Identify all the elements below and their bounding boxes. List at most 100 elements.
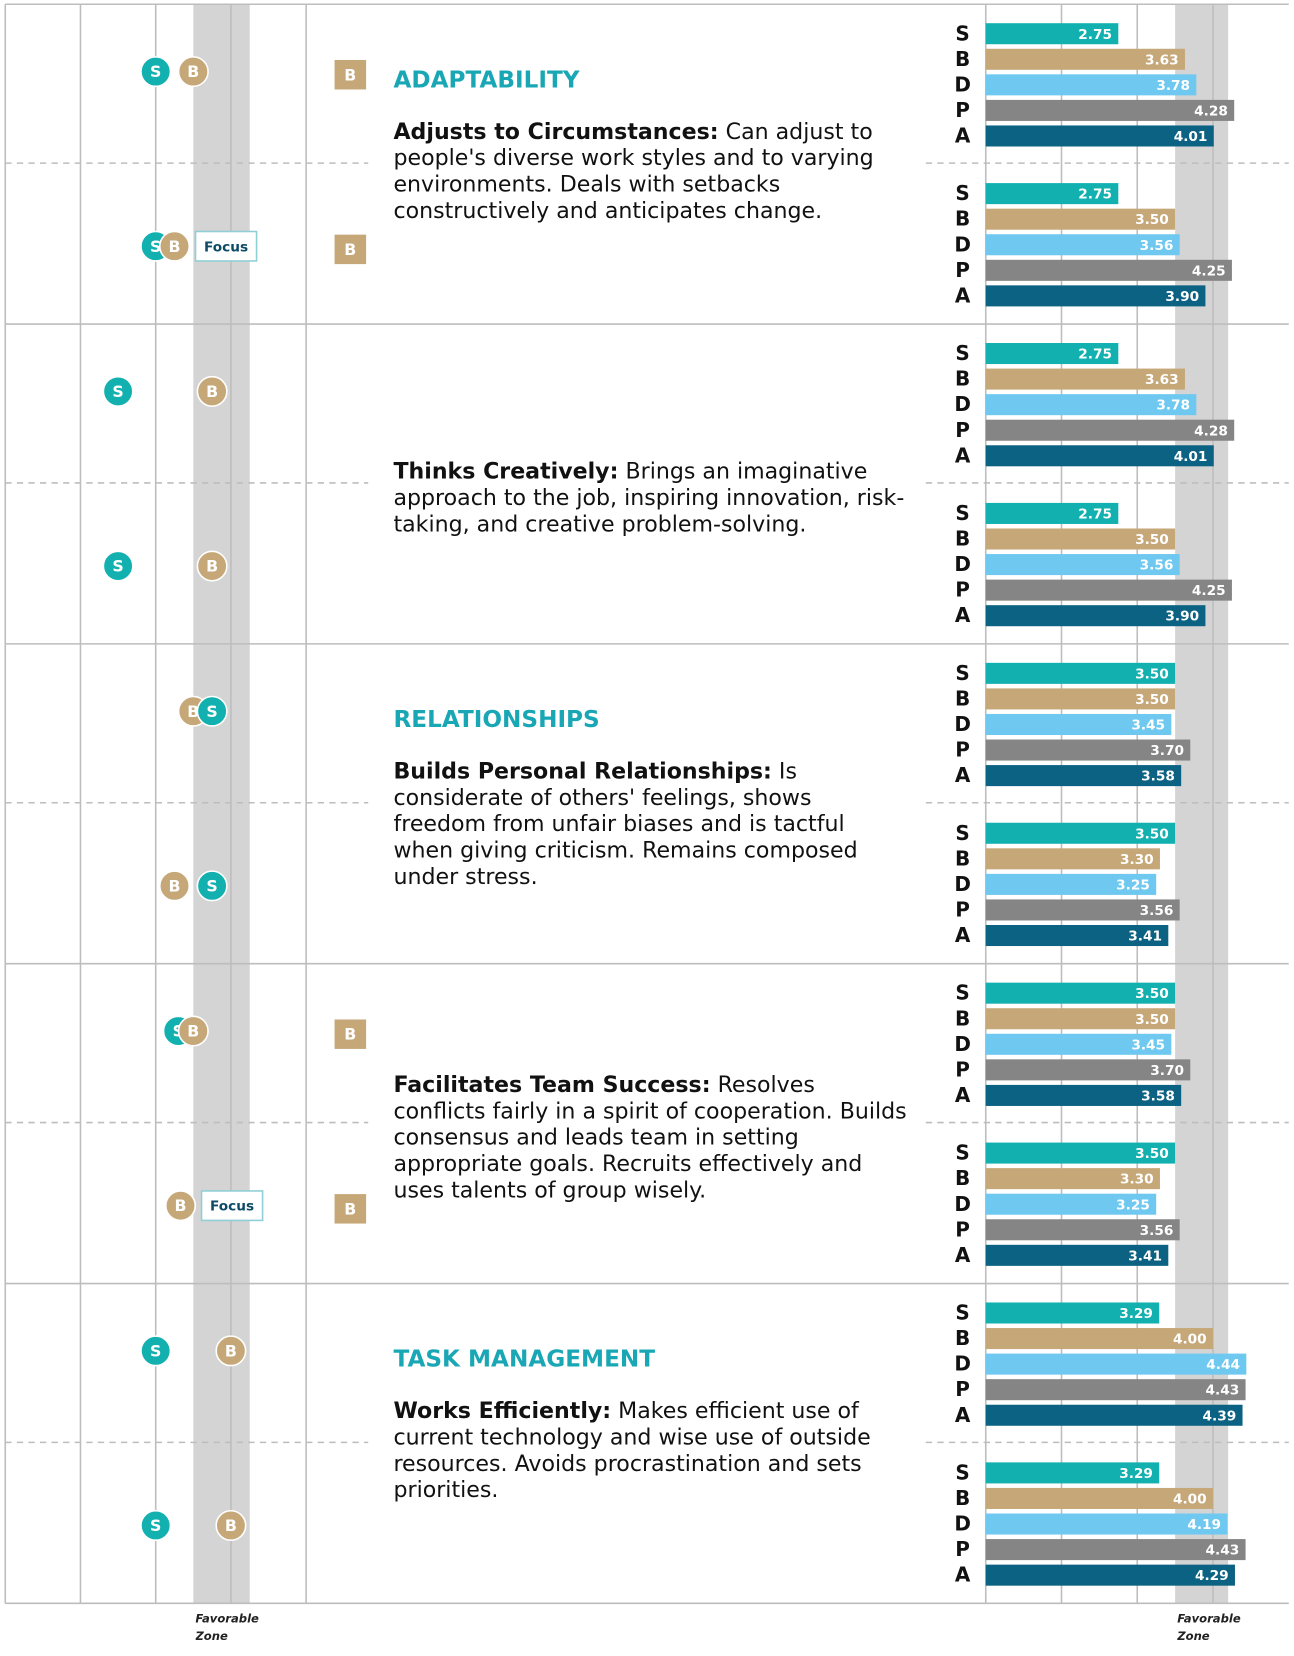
bar xyxy=(985,1564,1235,1586)
focus-label: Focus xyxy=(204,239,248,255)
bar xyxy=(985,899,1180,921)
bar xyxy=(985,605,1206,627)
bar xyxy=(985,99,1235,121)
bar-value: 3.56 xyxy=(1140,1223,1174,1239)
dot xyxy=(140,1335,172,1367)
bar xyxy=(985,1487,1213,1509)
bar xyxy=(985,1244,1169,1266)
bar xyxy=(985,713,1172,736)
bar-letter: B xyxy=(955,47,970,71)
bar-value: 3.29 xyxy=(1119,1466,1153,1482)
bar xyxy=(985,688,1176,710)
competency: Facilitates Team Success: xyxy=(393,1071,711,1097)
bar-letter: A xyxy=(955,603,971,627)
dot-label: B xyxy=(187,1022,199,1041)
bar-letter: P xyxy=(955,898,970,922)
flag-label: B xyxy=(344,240,356,259)
bar-value: 3.50 xyxy=(1135,826,1169,842)
flag-label: B xyxy=(344,65,356,84)
bar-value: 3.41 xyxy=(1128,929,1162,945)
bar xyxy=(985,579,1232,601)
dot xyxy=(102,375,134,407)
dot-label: B xyxy=(168,876,180,895)
dot xyxy=(140,56,172,88)
bar xyxy=(985,739,1191,761)
bar xyxy=(985,48,1185,70)
bar xyxy=(985,419,1235,441)
bar-letter: D xyxy=(954,1352,971,1376)
bar-letter: A xyxy=(955,124,971,148)
dot-label: S xyxy=(112,382,123,401)
bar-value: 4.44 xyxy=(1206,1357,1240,1373)
bar-value: 3.78 xyxy=(1156,78,1190,94)
bar xyxy=(985,445,1214,467)
bar-letter: A xyxy=(955,1243,971,1267)
bar-letter: P xyxy=(955,1537,970,1561)
bar xyxy=(985,822,1176,844)
bar-value: 2.75 xyxy=(1078,187,1112,203)
bar-letter: P xyxy=(955,258,970,282)
bar xyxy=(985,23,1119,45)
bar-letter: B xyxy=(955,846,970,870)
bar xyxy=(985,1513,1228,1535)
text-box: ADAPTABILITY Adjusts to Circumstances: Ca… xyxy=(393,46,908,309)
description-text: Resolves conflicts fairly in a spirit of… xyxy=(393,1071,907,1202)
bar-value: 3.50 xyxy=(1135,1012,1169,1028)
dot-label: S xyxy=(150,62,161,81)
bar-value: 3.58 xyxy=(1141,769,1175,785)
bar xyxy=(985,1142,1176,1164)
bar xyxy=(985,1168,1160,1190)
bar-letter: S xyxy=(955,1460,969,1484)
description-text: Is considerate of others' feelings, show… xyxy=(393,758,858,890)
bar-value: 3.25 xyxy=(1116,877,1150,893)
dot-label: S xyxy=(206,876,217,895)
bar-letter: B xyxy=(955,1486,970,1510)
bar xyxy=(985,1353,1247,1375)
favorable-label: Favorable Zone xyxy=(1177,1611,1241,1644)
bar xyxy=(985,1059,1191,1081)
bar-letter: A xyxy=(955,923,971,947)
bar xyxy=(985,208,1176,230)
flag xyxy=(334,1194,367,1224)
text-box: Facilitates Team Success: Resolves confl… xyxy=(393,1071,907,1202)
favorable-zone xyxy=(193,4,250,1604)
bar-letter: S xyxy=(955,501,969,525)
bar xyxy=(985,1302,1160,1324)
bar-letter: B xyxy=(955,1006,970,1030)
bar-value: 3.50 xyxy=(1135,692,1169,708)
bar-value: 3.45 xyxy=(1131,1037,1165,1053)
bar-value: 3.78 xyxy=(1156,398,1190,414)
bar xyxy=(985,924,1169,947)
dot xyxy=(177,1015,209,1047)
bar xyxy=(985,1193,1157,1215)
bar-value: 3.58 xyxy=(1141,1088,1175,1104)
dot xyxy=(215,1509,247,1542)
text-wrap: ADAPTABILITY Adjusts to Circumstances: Ca… xyxy=(393,46,908,309)
dot-label: S xyxy=(150,1341,161,1360)
competency: Adjusts to Circumstances: xyxy=(393,118,719,145)
bar-value: 4.39 xyxy=(1203,1408,1237,1424)
bar-value: 4.43 xyxy=(1206,1383,1240,1399)
bar-letter: D xyxy=(954,1032,971,1056)
bar-letter: P xyxy=(955,418,970,442)
bar-letter: P xyxy=(955,98,970,122)
bar-letter: D xyxy=(954,232,971,256)
bar xyxy=(985,1328,1213,1350)
bar-value: 3.30 xyxy=(1120,852,1154,868)
bar xyxy=(985,1462,1160,1484)
competency: Builds Personal Relationships: xyxy=(393,758,772,784)
bar-value: 4.25 xyxy=(1192,263,1226,279)
bar-letter: P xyxy=(955,1057,970,1081)
text-box: RELATIONSHIPS Builds Personal Relationshi… xyxy=(393,707,858,890)
bar-letter: B xyxy=(955,686,970,710)
bar-value: 3.50 xyxy=(1135,986,1169,1002)
bar-letter: A xyxy=(955,443,971,467)
bar-value: 3.90 xyxy=(1165,609,1199,625)
bar-letter: D xyxy=(954,552,971,576)
bar-value: 3.30 xyxy=(1120,1172,1154,1188)
dot-label: B xyxy=(225,1341,237,1360)
bar xyxy=(985,343,1119,365)
bar-letter: S xyxy=(955,1301,969,1325)
text-wrap: TASK MANAGEMENT Works Efficiently: Makes … xyxy=(393,1326,908,1589)
